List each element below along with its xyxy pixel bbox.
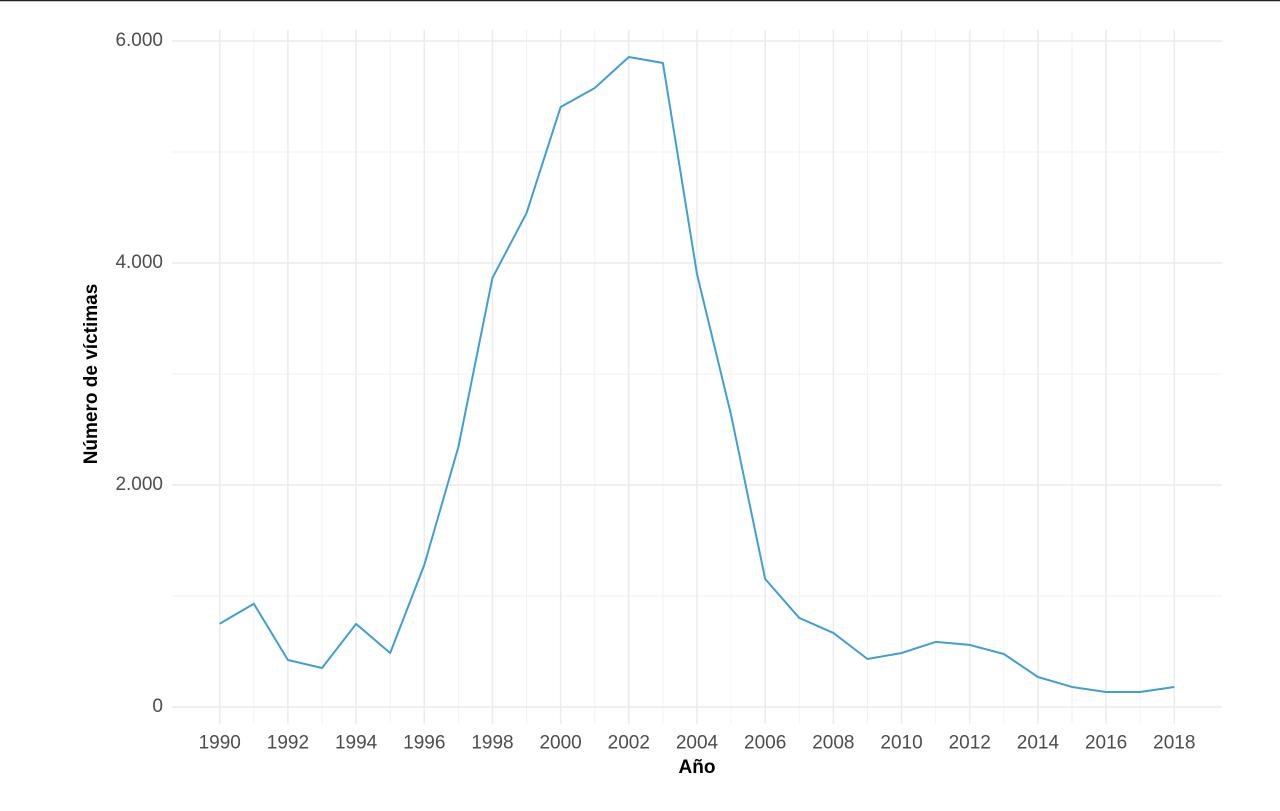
x-axis-title: Año [679,757,716,778]
y-tick-label: 6.000 [115,30,163,51]
x-tick-label: 2004 [676,733,719,754]
y-axis-title: Número de víctimas [81,284,102,465]
x-tick-label: 1994 [335,733,378,754]
x-tick-label: 1990 [199,733,241,754]
x-tick-label: 2018 [1153,733,1195,754]
grid [172,29,1222,724]
x-tick-label: 2002 [608,733,650,754]
y-tick-label: 2.000 [115,474,163,495]
x-tick-label: 2012 [949,733,991,754]
x-tick-label: 1998 [471,733,513,754]
y-tick-label: 4.000 [115,252,163,273]
x-tick-label: 2014 [1017,733,1060,754]
x-tick-label: 2000 [539,733,581,754]
x-tick-label: 2006 [744,733,786,754]
x-tick-label: 2016 [1085,733,1127,754]
y-tick-label: 0 [152,696,163,717]
line [219,55,1175,693]
x-tick-label: 2008 [812,733,854,754]
x-tick-label: 1996 [403,733,445,754]
x-tick-label: 1992 [267,733,309,754]
x-tick-label: 2010 [880,733,922,754]
